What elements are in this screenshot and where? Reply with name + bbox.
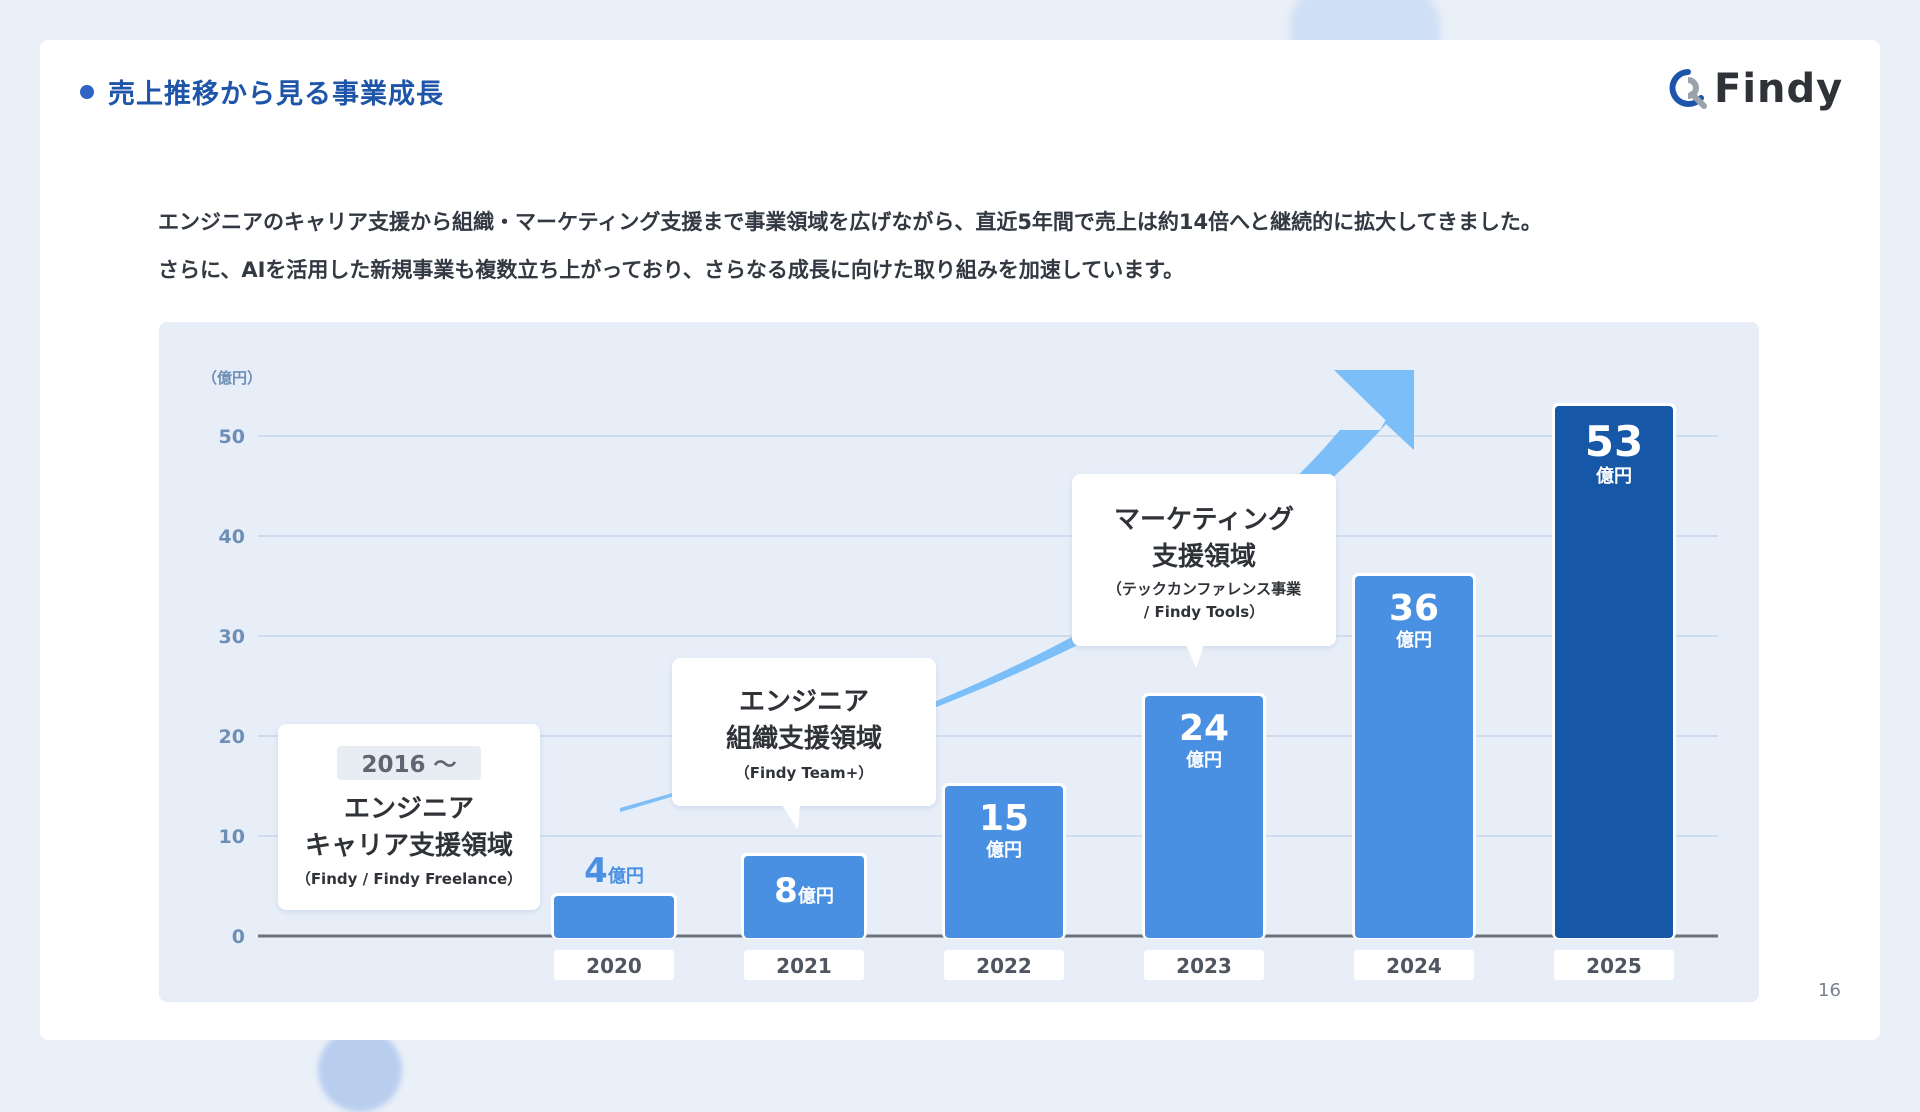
callout-subtitle: （テックカンファレンス事業 xyxy=(1107,580,1302,598)
bar-value-label: 24 xyxy=(1179,708,1229,749)
y-axis-unit-label: （億円） xyxy=(202,369,262,387)
x-label-box xyxy=(744,950,864,980)
description-line: エンジニアのキャリア支援から組織・マーケティング支援まで事業領域を広げながら、直… xyxy=(158,210,1542,234)
bar-value-label: 36 xyxy=(1389,588,1439,629)
callout-box xyxy=(1072,474,1336,646)
callout-title: エンジニア xyxy=(739,687,869,717)
x-tick-label: 2025 xyxy=(1586,954,1642,978)
slide-header: 売上推移から見る事業成長 xyxy=(80,72,444,111)
callout-title: 支援領域 xyxy=(1152,541,1256,572)
bar xyxy=(1555,406,1673,938)
bar-unit-label: 億円 xyxy=(986,839,1022,861)
page-number: 16 xyxy=(1818,980,1841,1001)
bar-value-label: 53 xyxy=(1585,417,1643,466)
callout-career: 2016 〜 エンジニア キャリア支援領域 （Findy / Findy Fre… xyxy=(278,724,540,910)
bar xyxy=(1145,696,1263,938)
bar-value-label: 4億円 xyxy=(584,851,644,891)
x-tick-label: 2021 xyxy=(776,954,832,978)
bar-unit-label: 億円 xyxy=(1396,629,1432,651)
callout-subtitle: （Findy / Findy Freelance） xyxy=(296,870,522,888)
callout-title: マーケティング xyxy=(1114,505,1294,535)
x-label-box xyxy=(554,950,674,980)
bar-unit-label: 億円 xyxy=(1596,465,1632,487)
callout-badge xyxy=(337,746,481,780)
bar xyxy=(1355,576,1473,938)
description-line: さらに、AIを活用した新規事業も複数立ち上がっており、さらなる成長に向けた取り組… xyxy=(158,258,1185,282)
y-tick-label: 50 xyxy=(219,426,245,448)
callout-organization: エンジニア 組織支援領域 （Findy Team+） xyxy=(672,658,936,830)
bar-unit-label: 億円 xyxy=(1186,749,1222,771)
callout-pointer xyxy=(782,805,800,830)
callout-box xyxy=(672,658,936,806)
callout-subtitle: / Findy Tools） xyxy=(1144,603,1264,621)
x-label-box xyxy=(1144,950,1264,980)
callout-subtitle: （Findy Team+） xyxy=(735,764,874,782)
y-tick-label: 20 xyxy=(219,726,245,748)
bar-value-label: 8億円 xyxy=(774,871,834,911)
bar xyxy=(744,856,864,938)
y-tick-label: 40 xyxy=(219,526,245,548)
x-tick-label: 2020 xyxy=(586,954,642,978)
slide-title: 売上推移から見る事業成長 xyxy=(108,79,444,110)
slide-description: エンジニアのキャリア支援から組織・マーケティング支援まで事業領域を広げながら、直… xyxy=(158,198,1798,294)
x-label-box xyxy=(1554,950,1674,980)
callout-title: キャリア支援領域 xyxy=(305,830,513,861)
callout-pointer xyxy=(1186,645,1204,668)
growth-arrow-head xyxy=(1334,370,1414,448)
bar xyxy=(945,786,1063,938)
findy-logo-icon xyxy=(1669,69,1707,109)
bar xyxy=(554,896,674,938)
callout-badge-text: 2016 〜 xyxy=(361,752,456,778)
x-tick-label: 2024 xyxy=(1386,954,1442,978)
x-tick-label: 2022 xyxy=(976,954,1032,978)
x-tick-label: 2023 xyxy=(1176,954,1232,978)
y-tick-label: 0 xyxy=(232,926,245,948)
findy-logo: Findy xyxy=(1668,66,1843,112)
x-label-box xyxy=(944,950,1064,980)
title-bullet-icon xyxy=(80,84,94,99)
y-tick-label: 30 xyxy=(219,626,245,648)
x-label-box xyxy=(1354,950,1474,980)
callout-title: エンジニア xyxy=(344,794,474,824)
logo-wordmark: Findy xyxy=(1714,66,1844,112)
callout-marketing: マーケティング 支援領域 （テックカンファレンス事業 / Findy Tools… xyxy=(1072,474,1336,668)
callout-title: 組織支援領域 xyxy=(726,723,882,754)
y-tick-label: 10 xyxy=(219,826,245,848)
bar-value-label: 15 xyxy=(979,798,1029,839)
